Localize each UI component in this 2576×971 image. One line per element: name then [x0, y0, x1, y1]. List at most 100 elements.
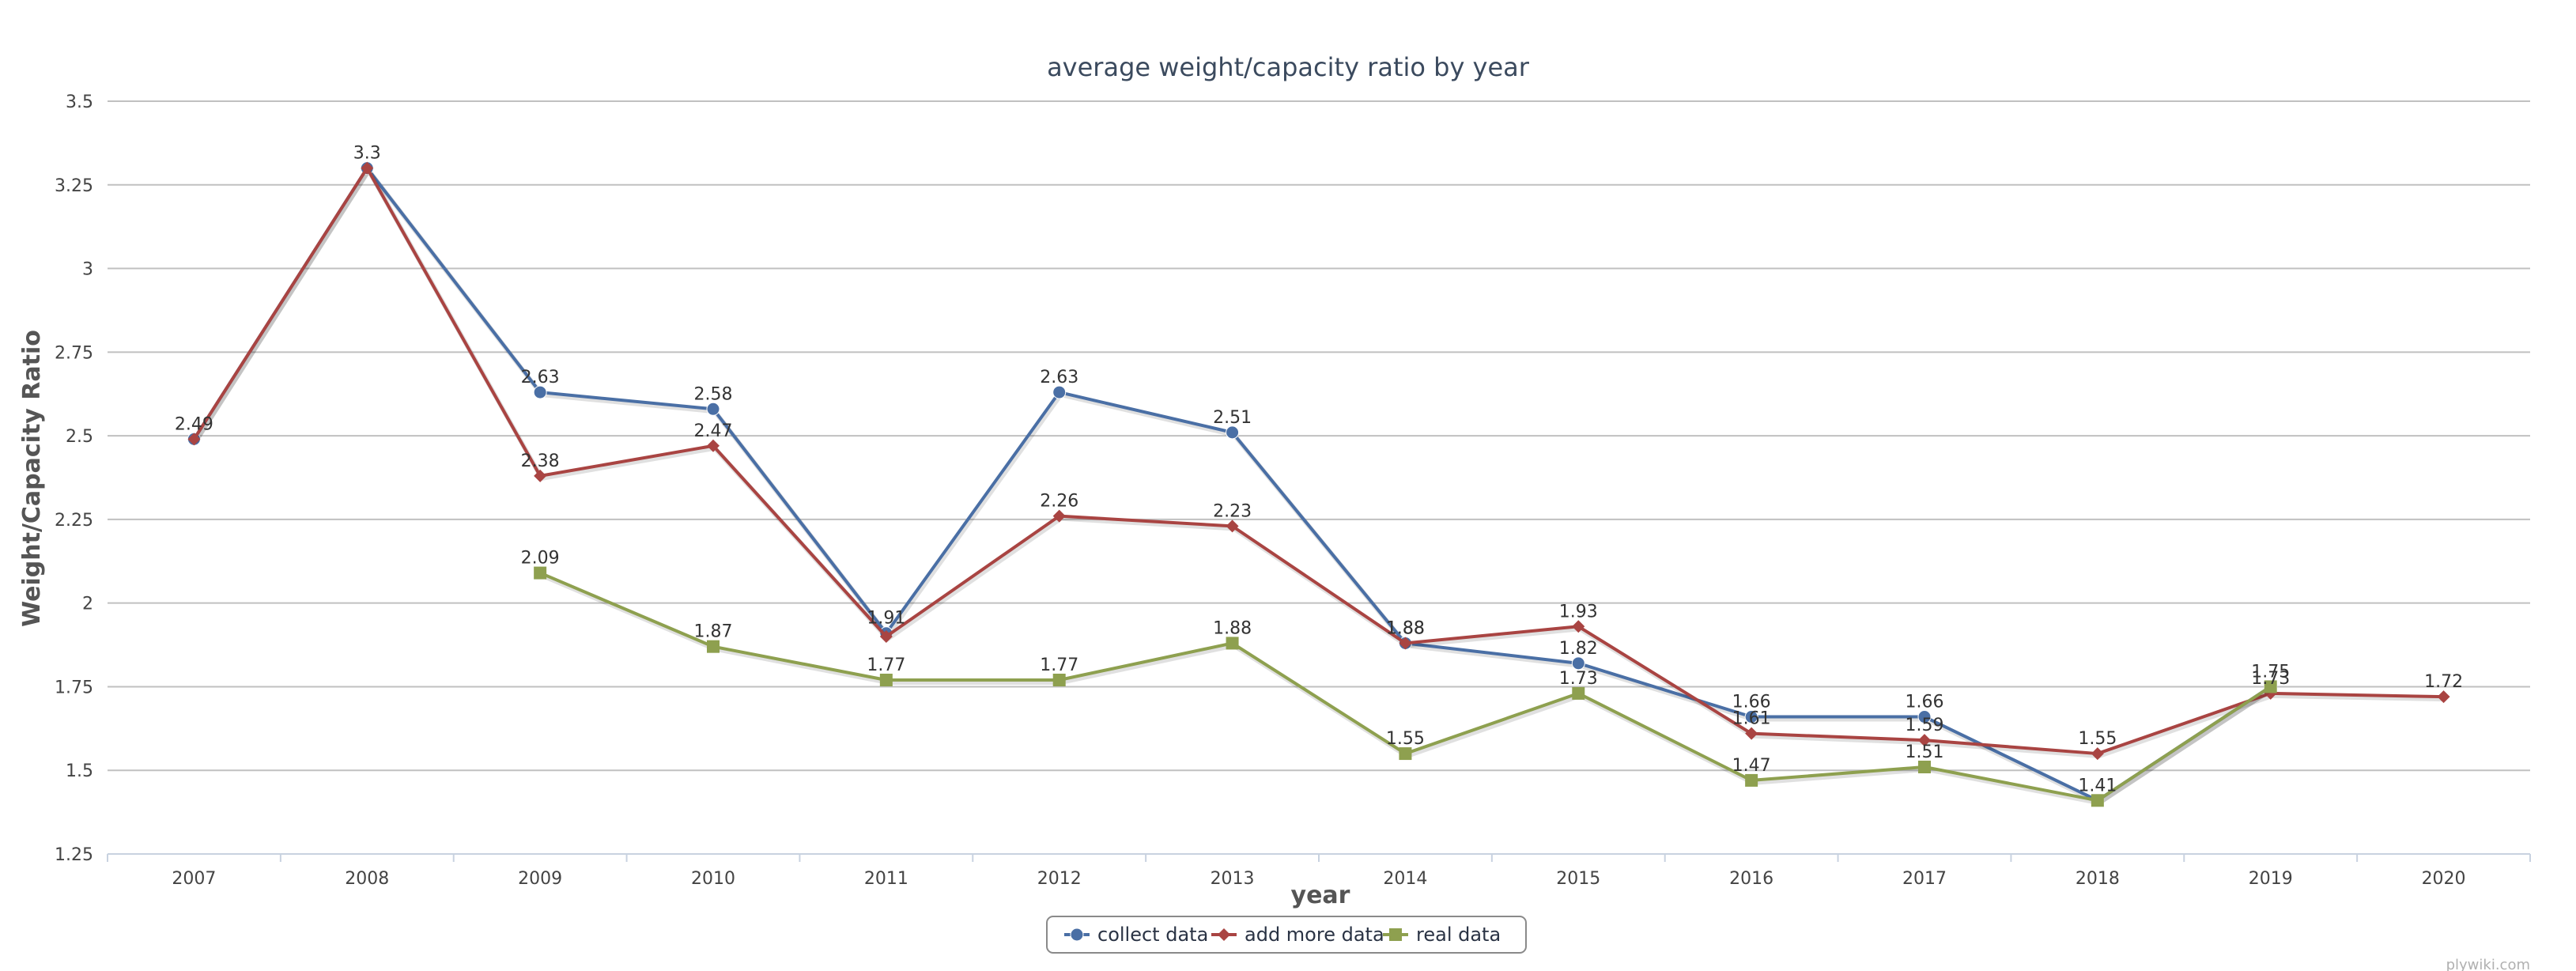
- x-tick-label: 2011: [864, 869, 908, 889]
- x-tick-label: 2018: [2076, 869, 2120, 889]
- data-label: 1.75: [2251, 662, 2290, 682]
- data-point[interactable]: [879, 673, 893, 686]
- legend-box: [1046, 916, 1527, 954]
- data-labels: 2.63 2.58 1.91 2.63 2.51 1.88 1.82 1.66 1.66 1.75…: [175, 144, 2463, 796]
- x-tick-label: 2012: [1037, 869, 1082, 889]
- y-tick-label: 3: [82, 260, 93, 280]
- data-point[interactable]: [361, 161, 374, 175]
- data-point[interactable]: [707, 439, 720, 452]
- data-point[interactable]: [1226, 637, 1239, 650]
- series-shadow: [193, 166, 2274, 806]
- data-point[interactable]: [879, 629, 893, 643]
- data-label: 2.58: [694, 384, 733, 404]
- data-point[interactable]: [534, 469, 547, 482]
- legend-item[interactable]: collect data: [1064, 924, 1208, 946]
- data-label: 1.73: [2251, 669, 2290, 689]
- legend[interactable]: collect data add more data real data: [1046, 916, 1527, 954]
- data-point[interactable]: [1052, 509, 1066, 523]
- y-tick-label: 2.25: [55, 511, 93, 531]
- y-tick-label: 1.25: [55, 845, 93, 865]
- data-point[interactable]: [533, 385, 547, 399]
- data-label: 1.51: [1906, 742, 1944, 762]
- data-label: 2.09: [521, 549, 560, 569]
- data-label: 1.77: [1040, 656, 1078, 675]
- data-label: 1.55: [2078, 729, 2117, 749]
- data-label: 2.51: [1213, 408, 1252, 428]
- series-line[interactable]: [192, 166, 2272, 803]
- data-label: 1.93: [1559, 602, 1598, 622]
- data-point[interactable]: [1226, 425, 1240, 440]
- y-tick-label: 2.75: [55, 343, 93, 363]
- data-point[interactable]: [1399, 637, 1412, 650]
- y-tick-label: 1.75: [55, 678, 93, 697]
- legend-label: real data: [1416, 924, 1501, 946]
- data-point[interactable]: [706, 402, 720, 416]
- data-point[interactable]: [1572, 620, 1585, 633]
- data-point[interactable]: [2091, 747, 2104, 761]
- x-tick-label: 2015: [1556, 869, 1600, 889]
- grid-lines: [108, 100, 2530, 855]
- data-point[interactable]: [707, 640, 720, 653]
- data-label: 1.77: [867, 656, 905, 675]
- data-label: 1.87: [694, 622, 733, 642]
- legend-item[interactable]: real data: [1383, 924, 1501, 946]
- data-label: 1.72: [2424, 672, 2463, 692]
- data-point[interactable]: [2091, 794, 2104, 807]
- x-tick-label: 2019: [2249, 869, 2293, 889]
- series-layer: [187, 161, 2450, 807]
- data-label: 2.47: [694, 421, 733, 441]
- x-tick-label: 2010: [691, 869, 735, 889]
- data-point[interactable]: [1917, 710, 1932, 724]
- data-point[interactable]: [1571, 656, 1585, 671]
- data-label: 1.88: [1386, 618, 1425, 638]
- data-point[interactable]: [2437, 690, 2450, 704]
- legend-marker[interactable]: [1070, 928, 1084, 942]
- legend-label: collect data: [1097, 924, 1208, 946]
- x-axis-label: year: [1291, 882, 1350, 909]
- data-label: 1.47: [1732, 756, 1771, 776]
- data-point[interactable]: [1745, 727, 1758, 740]
- data-label: 3.3: [353, 144, 381, 164]
- x-tick-label: 2008: [345, 869, 389, 889]
- data-point[interactable]: [1744, 710, 1758, 724]
- y-tick-label: 1.5: [66, 761, 93, 781]
- data-label: 1.55: [1386, 729, 1425, 749]
- data-point[interactable]: [1399, 747, 1412, 761]
- series-real-data: [534, 566, 2277, 807]
- y-axis-ticks: 1.25 1.5 1.75 2 2.25 2.5 2.75 3 3.25 3.5: [55, 93, 93, 865]
- data-point[interactable]: [1052, 385, 1067, 399]
- data-label: 1.88: [1386, 618, 1425, 638]
- series-line[interactable]: [192, 166, 2444, 756]
- y-tick-label: 2.5: [66, 427, 93, 447]
- y-tick-label: 2: [82, 595, 93, 614]
- y-tick-label: 3.25: [55, 176, 93, 196]
- data-point[interactable]: [1572, 686, 1585, 700]
- x-tick-label: 2007: [172, 869, 216, 889]
- data-point[interactable]: [1745, 773, 1758, 787]
- data-label: 2.49: [175, 414, 213, 434]
- data-point[interactable]: [534, 566, 547, 580]
- data-label: 1.66: [1732, 693, 1771, 712]
- data-label: 2.63: [1040, 368, 1078, 387]
- data-label: 1.88: [1213, 618, 1252, 638]
- data-label: 1.66: [1906, 693, 1944, 712]
- legend-item[interactable]: add more data: [1211, 924, 1384, 946]
- data-point[interactable]: [1226, 520, 1239, 533]
- data-point[interactable]: [187, 433, 201, 446]
- legend-marker[interactable]: [1218, 928, 1230, 941]
- data-point[interactable]: [1918, 760, 1931, 773]
- data-point[interactable]: [2264, 680, 2277, 693]
- chart-title: average weight/capacity ratio by year: [1047, 52, 1530, 82]
- y-axis-label: Weight/Capacity Ratio: [18, 330, 46, 627]
- data-point[interactable]: [1918, 734, 1931, 747]
- legend-label: add more data: [1245, 924, 1384, 946]
- series-shadow: [540, 572, 2274, 806]
- x-tick-label: 2017: [1902, 869, 1947, 889]
- x-tick-label: 2016: [1729, 869, 1773, 889]
- data-label: 2.38: [521, 451, 560, 471]
- x-tick-label: 2020: [2422, 869, 2466, 889]
- data-point[interactable]: [1052, 673, 1066, 686]
- series-collect-data: [187, 161, 2278, 807]
- data-label: 1.59: [1906, 716, 1944, 735]
- legend-marker[interactable]: [1389, 928, 1402, 941]
